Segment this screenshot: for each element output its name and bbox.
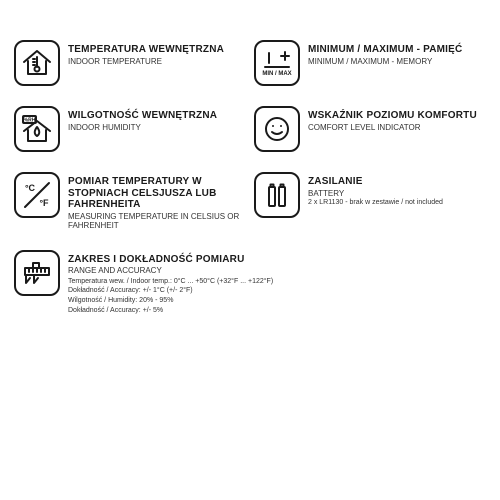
feature-title: ZAKRES I DOKŁADNOŚĆ POMIARU [68,254,273,266]
smiley-icon [254,106,300,152]
feature-sub: INDOOR HUMIDITY [68,123,217,132]
feature-title: WILGOTNOŚĆ WEWNĘTRZNA [68,110,217,122]
range-details: Temperatura wew. / Indoor temp.: 0°C ...… [68,278,273,316]
house-humidity-icon: %RH [14,106,60,152]
house-thermometer-icon [14,40,60,86]
feature-sub: MINIMUM / MAXIMUM - MEMORY [308,57,462,66]
feature-minmax: MIN / MAX MINIMUM / MAXIMUM - PAMIĘĆ MIN… [254,40,486,86]
features-grid: TEMPERATURA WEWNĘTRZNA INDOOR TEMPERATUR… [14,40,486,316]
minmax-icon: MIN / MAX [254,40,300,86]
feature-text: WSKAŹNIK POZIOMU KOMFORTU COMFORT LEVEL … [308,106,477,132]
feature-title: ZASILANIE [308,176,443,188]
svg-text:MIN / MAX: MIN / MAX [262,71,291,77]
feature-text: ZAKRES I DOKŁADNOŚĆ POMIARU RANGE AND AC… [68,250,273,316]
feature-sub: INDOOR TEMPERATURE [68,57,224,66]
celsius-fahrenheit-icon: °C °F [14,172,60,218]
feature-note: 2 x LR1130 - brak w zestawie / not inclu… [308,199,443,208]
feature-text: WILGOTNOŚĆ WEWNĘTRZNA INDOOR HUMIDITY [68,106,217,132]
feature-range-accuracy: ZAKRES I DOKŁADNOŚĆ POMIARU RANGE AND AC… [14,250,486,316]
svg-text:°F: °F [39,198,49,208]
range-line: Dokładność / Accuracy: +/- 1°C (+/- 2°F) [68,287,273,296]
feature-indoor-temp: TEMPERATURA WEWNĘTRZNA INDOOR TEMPERATUR… [14,40,246,86]
range-line: Dokładność / Accuracy: +/- 5% [68,307,273,316]
feature-sub: MEASURING TEMPERATURE IN CELSIUS OR FAHR… [68,212,246,230]
feature-sub: COMFORT LEVEL INDICATOR [308,123,477,132]
feature-title: MINIMUM / MAXIMUM - PAMIĘĆ [308,44,462,56]
feature-title: POMIAR TEMPERATURY W STOPNIACH CELSJUSZA… [68,176,246,211]
feature-title: WSKAŹNIK POZIOMU KOMFORTU [308,110,477,122]
range-line: Temperatura wew. / Indoor temp.: 0°C ...… [68,278,273,287]
feature-title: TEMPERATURA WEWNĘTRZNA [68,44,224,56]
range-line: Wilgotność / Humidity: 20% - 95% [68,297,273,306]
feature-comfort: WSKAŹNIK POZIOMU KOMFORTU COMFORT LEVEL … [254,106,486,152]
battery-icon [254,172,300,218]
feature-indoor-humidity: %RH WILGOTNOŚĆ WEWNĘTRZNA INDOOR HUMIDIT… [14,106,246,152]
feature-text: TEMPERATURA WEWNĘTRZNA INDOOR TEMPERATUR… [68,40,224,66]
svg-text:°C: °C [25,183,36,193]
feature-sub: BATTERY [308,189,443,198]
feature-sub: RANGE AND ACCURACY [68,266,273,275]
feature-text: MINIMUM / MAXIMUM - PAMIĘĆ MINIMUM / MAX… [308,40,462,66]
caliper-icon [14,250,60,296]
feature-c-f: °C °F POMIAR TEMPERATURY W STOPNIACH CEL… [14,172,246,230]
feature-text: POMIAR TEMPERATURY W STOPNIACH CELSJUSZA… [68,172,246,230]
feature-text: ZASILANIE BATTERY 2 x LR1130 - brak w ze… [308,172,443,207]
feature-battery: ZASILANIE BATTERY 2 x LR1130 - brak w ze… [254,172,486,230]
